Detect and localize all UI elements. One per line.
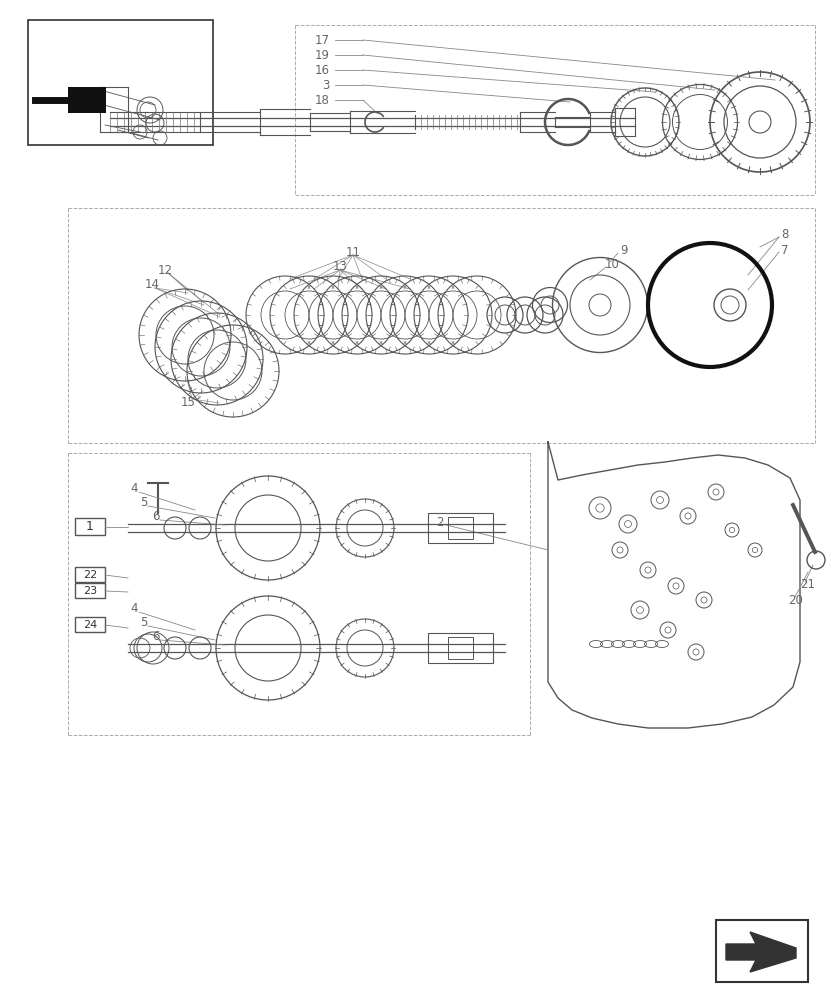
Text: 15: 15: [180, 396, 195, 410]
Bar: [75, 583, 105, 598]
Text: 12: 12: [157, 263, 172, 276]
Text: 8: 8: [781, 229, 788, 241]
Bar: [715, 920, 807, 982]
Text: 4: 4: [130, 601, 137, 614]
Text: 14: 14: [145, 278, 160, 292]
Text: 22: 22: [83, 570, 97, 580]
Text: 6: 6: [152, 510, 160, 522]
Polygon shape: [725, 932, 795, 972]
Text: 19: 19: [314, 49, 330, 62]
Text: 9: 9: [619, 243, 627, 256]
Text: 3: 3: [323, 79, 330, 92]
Bar: [428, 633, 492, 663]
Text: 7: 7: [781, 243, 788, 256]
Text: 5: 5: [140, 495, 147, 508]
Text: 16: 16: [314, 64, 330, 77]
Text: 18: 18: [315, 94, 330, 107]
Text: 13: 13: [332, 260, 347, 273]
Text: 21: 21: [800, 578, 815, 591]
Bar: [75, 518, 105, 535]
Text: 20: 20: [787, 593, 802, 606]
Bar: [68, 87, 106, 113]
Text: 23: 23: [83, 586, 97, 596]
Bar: [28, 20, 213, 145]
Text: 17: 17: [314, 34, 330, 47]
Text: 5: 5: [140, 615, 147, 628]
Text: 2: 2: [436, 516, 443, 528]
Bar: [447, 517, 472, 539]
Bar: [75, 567, 105, 582]
Text: 24: 24: [83, 620, 97, 630]
Text: 6: 6: [152, 630, 160, 642]
Bar: [447, 637, 472, 659]
Text: 11: 11: [345, 245, 360, 258]
Bar: [75, 617, 105, 632]
Text: 4: 4: [130, 482, 137, 494]
Text: 10: 10: [604, 257, 619, 270]
Text: 1: 1: [86, 520, 93, 534]
Bar: [428, 513, 492, 543]
